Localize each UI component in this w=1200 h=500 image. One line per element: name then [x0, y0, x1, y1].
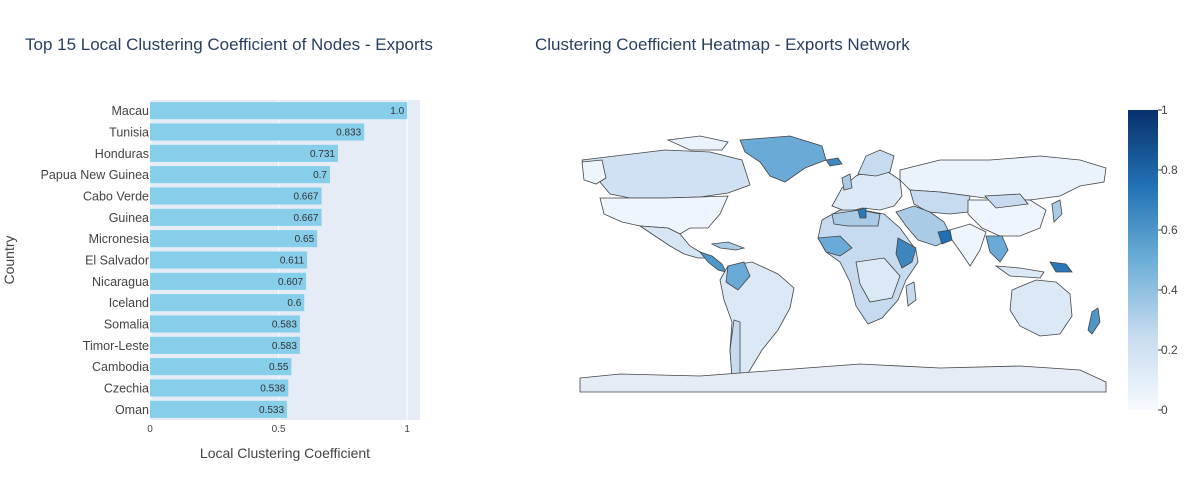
bar-chart-title: Top 15 Local Clustering Coefficient of N… [25, 35, 433, 54]
bar[interactable] [150, 187, 322, 205]
bar-value-label: 0.611 [280, 256, 305, 267]
map-australia[interactable] [1009, 279, 1073, 337]
map-southeast-asia[interactable] [985, 235, 1009, 263]
bar-value-label: 0.607 [278, 277, 303, 288]
bar-value-label: 0.667 [293, 192, 318, 203]
bar-category-label: Micronesia [89, 232, 149, 246]
bar[interactable] [150, 358, 292, 376]
map-central-america[interactable] [698, 251, 727, 273]
bar-value-label: 0.731 [310, 149, 335, 160]
map-iceland[interactable] [825, 157, 843, 167]
bar-value-label: 0.667 [293, 213, 318, 224]
bar-category-label: Cambodia [92, 360, 149, 374]
colorbar-tick-label: 0.2 [1161, 343, 1178, 357]
bar[interactable] [150, 315, 300, 333]
bar-category-label: Oman [115, 403, 149, 417]
bar-category-label: Timor-Leste [83, 339, 149, 353]
bar-category-label: Papua New Guinea [41, 168, 149, 182]
bar[interactable] [150, 208, 322, 226]
map-india[interactable] [949, 223, 987, 267]
map-canada[interactable] [581, 149, 751, 199]
bar-x-axis-label: Local Clustering Coefficient [200, 445, 370, 461]
bar[interactable] [150, 251, 308, 269]
bar-y-axis-label: Country [1, 235, 17, 284]
bar[interactable] [150, 102, 408, 120]
bar[interactable] [150, 336, 300, 354]
bar-value-label: 0.7 [313, 170, 327, 181]
bar-category-label: Iceland [109, 296, 149, 310]
bar-value-label: 0.55 [269, 362, 289, 373]
map-scandinavia[interactable] [857, 149, 895, 177]
map-usa[interactable] [599, 195, 729, 235]
bar-x-tick-label: 1 [404, 424, 410, 435]
bar-value-label: 1.0 [390, 106, 404, 117]
bar-value-label: 0.533 [259, 405, 284, 416]
bar-category-label: Somalia [104, 318, 149, 332]
colorbar-tick-label: 0 [1161, 403, 1168, 417]
bar-category-label: El Salvador [85, 254, 149, 268]
bar[interactable] [150, 294, 305, 312]
map-tunisia[interactable] [857, 207, 867, 219]
bar[interactable] [150, 123, 365, 141]
map-caribbean[interactable] [710, 241, 746, 251]
map-antarctica[interactable] [579, 363, 1107, 393]
bar-x-tick-label: 0 [147, 424, 153, 435]
map-mongolia[interactable] [984, 193, 1029, 209]
bar-category-label: Guinea [109, 211, 149, 225]
colorbar-tick-label: 1 [1161, 103, 1168, 117]
bar-category-label: Nicaragua [92, 275, 149, 289]
bar-x-tick-label: 0.5 [272, 424, 286, 435]
map-indonesia[interactable] [994, 265, 1045, 279]
colorbar-tick-label: 0.6 [1161, 223, 1178, 237]
bar[interactable] [150, 272, 307, 290]
bar-value-label: 0.833 [336, 128, 361, 139]
bar[interactable] [150, 230, 318, 248]
bar-category-label: Tunisia [109, 126, 149, 140]
map-png[interactable] [1049, 261, 1073, 273]
bar-value-label: 0.583 [272, 341, 297, 352]
map-central-asia[interactable] [909, 189, 971, 215]
bar-category-label: Czechia [104, 382, 149, 396]
map-arctic-islands[interactable] [666, 135, 729, 151]
map-greenland[interactable] [739, 135, 827, 183]
map-chart-title: Clustering Coefficient Heatmap - Exports… [535, 35, 910, 54]
map-colombia[interactable] [725, 261, 751, 291]
bar[interactable] [150, 400, 288, 418]
colorbar-tick-label: 0.4 [1161, 283, 1178, 297]
map-central-africa[interactable] [855, 257, 901, 303]
bar-value-label: 0.583 [272, 320, 297, 331]
map-horn-of-africa[interactable] [895, 237, 917, 269]
bar[interactable] [150, 379, 289, 397]
bar-category-label: Macau [111, 104, 149, 118]
bar-category-label: Cabo Verde [83, 190, 149, 204]
bar[interactable] [150, 166, 330, 184]
map-new-zealand[interactable] [1087, 307, 1101, 335]
bar-value-label: 0.6 [287, 298, 301, 309]
bar-category-label: Honduras [95, 147, 149, 161]
colorbar-tick-label: 0.8 [1161, 163, 1178, 177]
map-madagascar[interactable] [905, 281, 917, 307]
bar[interactable] [150, 144, 338, 162]
bar-value-label: 0.538 [260, 384, 285, 395]
map-alaska[interactable] [581, 159, 607, 185]
map-japan[interactable] [1051, 199, 1063, 223]
map-europe[interactable] [831, 169, 903, 213]
map-uk[interactable] [841, 173, 853, 191]
colorbar [1128, 110, 1158, 410]
bar-value-label: 0.65 [295, 234, 315, 245]
map-mexico[interactable] [638, 225, 707, 259]
map-west-africa[interactable] [817, 235, 853, 257]
